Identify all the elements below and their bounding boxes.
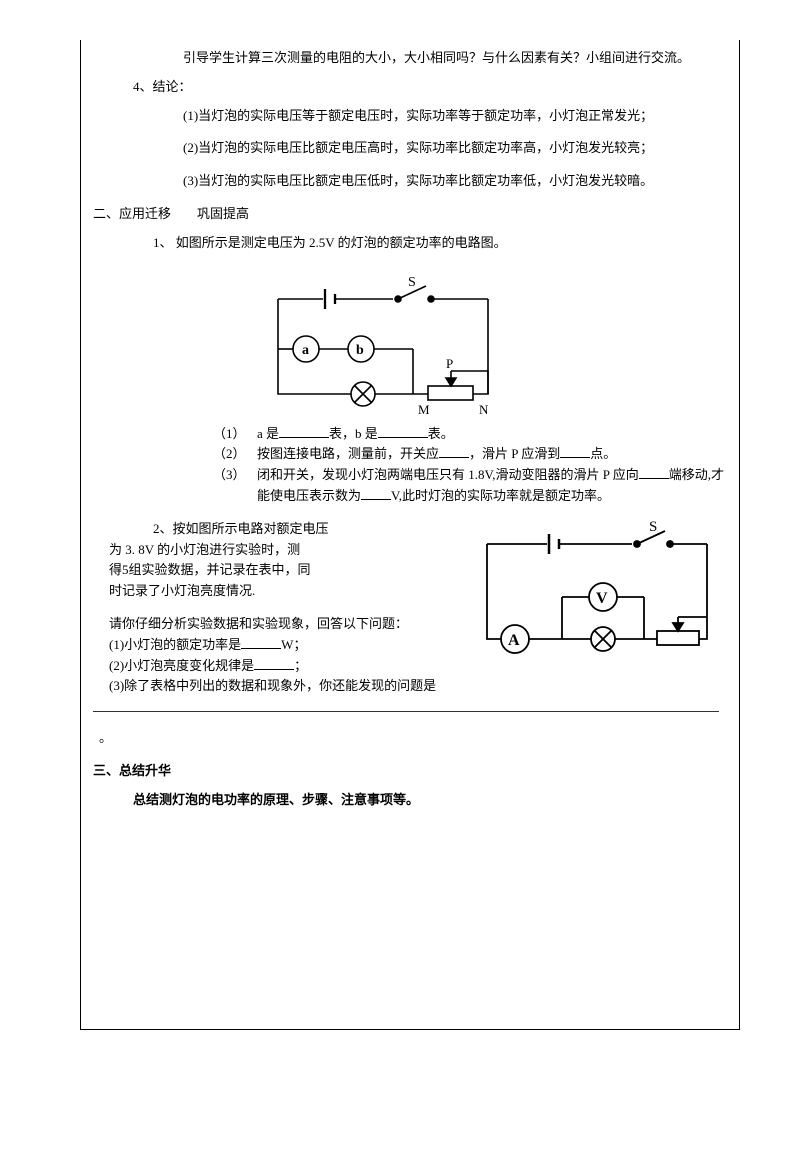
section-3-body: 总结测灯泡的电功率的原理、步骤、注意事项等。 <box>93 790 727 811</box>
q1-3-no: （3） <box>213 465 257 507</box>
blank-input[interactable] <box>361 487 391 500</box>
section-2-header: 二、应用迁移 巩固提高 <box>93 204 727 225</box>
label-s: S <box>408 275 416 290</box>
label-b: b <box>356 343 364 358</box>
q2-ask: 请你仔细分析实验数据和实验现象，回答以下问题： <box>93 614 467 635</box>
conclusion-3: (3)当灯泡的实际电压比额定电压低时，实际功率比额定功率低，小灯泡发光较暗。 <box>93 171 727 192</box>
blank-input[interactable] <box>241 636 281 649</box>
circuit-diagram-2: A V S <box>467 509 727 669</box>
q1-2-text: 按图连接电路，测量前，开关应，滑片 P 应滑到点。 <box>257 444 727 465</box>
q2-stem-line4: 时记录了小灯泡亮度情况. <box>93 581 467 602</box>
intro-text: 引导学生计算三次测量的电阻的大小，大小相同吗？与什么因素有关？小组间进行交流。 <box>93 48 727 69</box>
blank-input[interactable] <box>439 445 469 458</box>
q2-stem-line1: 2、按如图所示电路对额定电压 <box>93 519 467 540</box>
conclusion-2: (2)当灯泡的实际电压比额定电压高时，实际功率比额定功率高，小灯泡发光较亮； <box>93 138 727 159</box>
label-s2: S <box>649 519 657 535</box>
section-3-header: 三、总结升华 <box>93 761 727 782</box>
blank-input[interactable] <box>254 657 294 670</box>
label-ammeter: A <box>508 632 520 649</box>
conclusion-1: (1)当灯泡的实际电压等于额定电压时，实际功率等于额定功率，小灯泡正常发光； <box>93 106 727 127</box>
document-page: 引导学生计算三次测量的电阻的大小，大小相同吗？与什么因素有关？小组间进行交流。 … <box>80 40 740 1030</box>
q2-3: (3)除了表格中列出的数据和现象外，你还能发现的问题是 <box>93 676 467 697</box>
q1-stem: 1、 如图所示是测定电压为 2.5V 的灯泡的额定功率的电路图。 <box>93 233 727 254</box>
label-voltmeter: V <box>596 590 608 607</box>
label-p: P <box>446 356 453 371</box>
q2-stem-line3: 得5组实验数据，并记录在表中，同 <box>93 560 467 581</box>
label-n: N <box>479 402 489 414</box>
q1-1-no: （1） <box>213 424 257 445</box>
separator <box>93 711 719 712</box>
label-a: a <box>302 343 309 358</box>
blank-input[interactable] <box>560 445 590 458</box>
label-m: M <box>418 402 430 414</box>
q2-1: (1)小灯泡的额定功率是W； <box>93 635 467 656</box>
q1-2-no: （2） <box>213 444 257 465</box>
q2-stem-line2: 为 3. 8V 的小灯泡进行实验时，测 <box>93 540 467 561</box>
blank-input[interactable] <box>378 425 428 438</box>
q1-1-text: a 是表，b 是表。 <box>257 424 727 445</box>
blank-input[interactable] <box>279 425 329 438</box>
q1-subquestions: （1） a 是表，b 是表。 （2） 按图连接电路，测量前，开关应，滑片 P 应… <box>93 424 727 507</box>
q2-block: 2、按如图所示电路对额定电压 为 3. 8V 的小灯泡进行实验时，测 得5组实验… <box>93 519 727 697</box>
q1-3-text: 闭和开关，发现小灯泡两端电压只有 1.8V,滑动变阻器的滑片 P 应向端移动,才… <box>257 465 727 507</box>
conclusion-label: 4、结论： <box>93 77 727 98</box>
q2-2: (2)小灯泡亮度变化规律是； <box>93 656 467 677</box>
circuit-diagram-1: a b S P M N <box>253 264 513 414</box>
blank-input[interactable] <box>639 466 669 479</box>
q2-tail: 。 <box>99 728 727 749</box>
